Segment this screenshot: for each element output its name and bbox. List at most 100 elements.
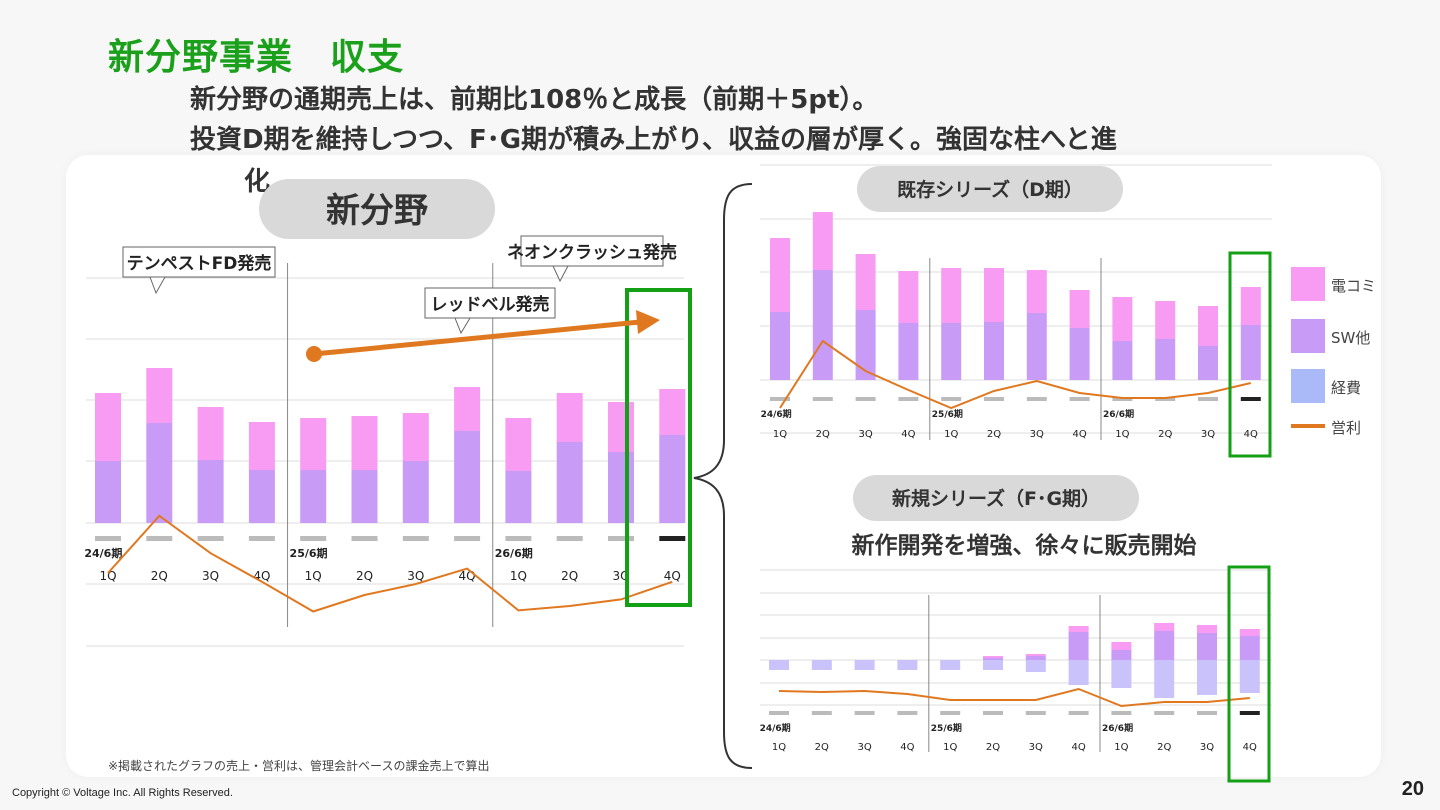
br-bar-sw-5 (983, 658, 1003, 660)
left-bar-sw-5 (351, 470, 378, 523)
tr-bar-denko-1 (812, 212, 833, 270)
tr-period-label-1: 25/6期 (932, 408, 963, 420)
left-bar-denko-3 (248, 422, 275, 470)
subtitle-line-2: 投資D期を維持しつつ、F･G期が積み上がり、収益の層が厚く。強固な柱へと進 (190, 125, 1117, 155)
left-highlight-box (625, 288, 692, 607)
tr-period-label-0: 24/6期 (761, 408, 792, 420)
tr-baseline-dash-11 (1240, 397, 1261, 401)
existing-highlight-box (1228, 251, 1272, 458)
br-bar-expense-10 (1197, 660, 1217, 695)
tr-period-label-2: 26/6期 (1103, 408, 1134, 420)
new-series-subtitle: 新作開発を増強、徐々に販売開始 (852, 532, 1197, 559)
new-profit-line (778, 687, 1250, 708)
br-tick-label-9: 2Q (1157, 742, 1171, 753)
left-bar-sw-7 (454, 431, 481, 523)
legend-label-expense: 経費 (1331, 379, 1362, 397)
br-tick-label-4: 1Q (943, 742, 957, 753)
subtitle-line-1: 新分野の通期売上は、前期比108％と成長（前期＋5pt）。 (190, 85, 879, 115)
br-bar-expense-9 (1154, 660, 1175, 698)
left-tick-label-2: 3Q (202, 569, 219, 583)
tr-tick-label-2: 3Q (858, 429, 872, 440)
left-bar-sw-6 (402, 461, 429, 523)
left-bar-sw-10 (608, 452, 634, 523)
left-bar-sw-0 (95, 461, 121, 523)
legend-swatch-expense (1291, 369, 1325, 403)
tr-tick-label-7: 4Q (1072, 429, 1086, 440)
tr-bar-denko-0 (770, 238, 790, 312)
br-bar-expense-1 (811, 660, 832, 670)
br-bar-sw-6 (1025, 656, 1046, 660)
tr-tick-label-3: 4Q (901, 429, 915, 440)
left-bar-denko-11 (659, 389, 686, 435)
br-baseline-dash-4 (940, 711, 961, 715)
legend-label-profit: 営利 (1331, 419, 1362, 437)
br-bar-expense-7 (1068, 660, 1089, 685)
tr-baseline-dash-7 (1069, 397, 1090, 401)
br-bar-denko-6 (1025, 654, 1046, 656)
br-tick-label-10: 3Q (1200, 742, 1214, 753)
tr-bar-sw-8 (1112, 341, 1133, 380)
left-baseline-dash-2 (197, 536, 224, 541)
growth-arrow (313, 319, 641, 357)
legend-label-denko: 電コミ (1331, 277, 1377, 295)
br-period-label-2: 26/6期 (1102, 722, 1133, 734)
footnote: ※掲載されたグラフの売上・営利は、管理会計ベースの課金売上で算出 (108, 759, 490, 773)
tr-bar-sw-10 (1198, 346, 1218, 380)
tr-tick-label-11: 4Q (1244, 429, 1258, 440)
new-series-chart: 新規シリーズ（F･G期） 新作開発を増強、徐々に販売開始 1Q 2Q 3Q 4Q 1Q 2… (760, 475, 1272, 783)
left-period-label-2: 26/6期 (495, 546, 533, 560)
br-baseline-dash-6 (1025, 711, 1046, 715)
tr-bar-denko-5 (984, 268, 1004, 322)
br-baseline-dash-1 (811, 711, 832, 715)
left-baseline-dash-9 (556, 536, 583, 541)
br-bar-denko-9 (1154, 623, 1175, 631)
tr-bar-denko-3 (898, 271, 919, 323)
left-tick-label-11: 4Q (664, 569, 681, 583)
existing-series-title: 既存シリーズ（D期） (897, 178, 1083, 201)
page-number: 20 (1401, 778, 1424, 800)
left-bar-sw-4 (300, 470, 327, 523)
tr-baseline-dash-10 (1198, 397, 1218, 401)
legend-swatch-denko (1291, 267, 1325, 301)
br-bar-sw-10 (1197, 633, 1217, 660)
left-bar-sw-3 (248, 470, 275, 523)
br-tick-label-3: 4Q (900, 742, 914, 753)
callout-neon: ネオンクラッシュ発売 (507, 235, 677, 283)
legend-item-denko: 電コミ (1291, 267, 1411, 301)
tr-baseline-dash-4 (941, 397, 962, 401)
new-highlight-box (1227, 565, 1271, 783)
br-bar-sw-11 (1239, 636, 1260, 660)
br-baseline-dash-2 (854, 711, 875, 715)
br-tick-label-1: 2Q (815, 742, 829, 753)
br-bar-expense-0 (769, 660, 789, 670)
br-tick-label-5: 2Q (986, 742, 1000, 753)
existing-series-chart: 既存シリーズ（D期） 1Q 2Q 3Q 4Q 1Q 2Q 3Q 4Q 1Q 2Q 3Q 4Q 24/6期… (760, 164, 1272, 458)
left-bar-denko-6 (402, 413, 429, 461)
br-period-label-1: 25/6期 (931, 722, 962, 734)
left-bar-sw-9 (556, 442, 583, 523)
new-series-title: 新規シリーズ（F･G期） (892, 487, 1100, 510)
tr-tick-label-10: 3Q (1201, 429, 1215, 440)
left-baseline-dash-1 (146, 536, 173, 541)
br-baseline-dash-7 (1068, 711, 1089, 715)
new-series-title-pill (853, 475, 1139, 521)
tr-bar-sw-4 (941, 323, 962, 380)
callout-tempest-text: テンペストFD発売 (127, 253, 272, 274)
br-bar-expense-6 (1025, 660, 1046, 672)
br-tick-label-0: 1Q (772, 742, 786, 753)
br-bar-expense-3 (897, 660, 918, 670)
br-bar-sw-9 (1154, 631, 1175, 660)
br-bar-sw-7 (1068, 632, 1089, 660)
legend-item-expense: 経費 (1291, 369, 1411, 403)
left-tick-label-5: 2Q (356, 569, 373, 583)
existing-series-title-pill (857, 166, 1123, 212)
legend-swatch-sw (1291, 319, 1325, 353)
slide-title: 新分野事業 収支 (108, 37, 405, 78)
left-bar-denko-5 (351, 416, 378, 470)
left-baseline-dash-5 (351, 536, 378, 541)
callout-redbell: レッドベル発売 (424, 287, 556, 335)
callout-tempest: テンペストFD発売 (122, 246, 276, 295)
br-baseline-dash-11 (1239, 711, 1260, 715)
